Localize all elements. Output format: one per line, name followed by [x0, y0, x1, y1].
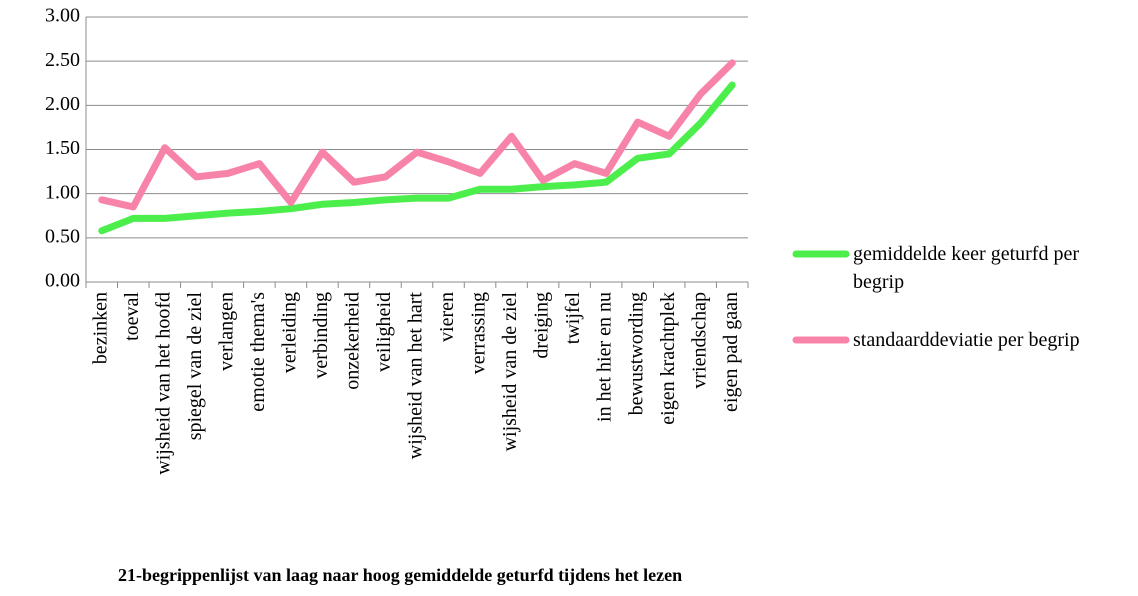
chart-title: 21-begrippenlijst van laag naar hoog gem… [118, 565, 683, 585]
x-tick-label: eigen pad gaan [720, 292, 742, 412]
x-tick-label: toeval [121, 292, 143, 341]
x-tick-label: verrassing [468, 292, 490, 374]
series-line [98, 59, 736, 211]
y-tick-label: 1.00 [45, 181, 80, 203]
x-tick-label: twijfel [562, 292, 584, 345]
x-tick-label: vriendschap [688, 292, 710, 389]
y-tick-label: 2.50 [45, 49, 80, 71]
x-tick-label: verleiding [278, 292, 300, 373]
y-tick-label: 2.00 [45, 93, 80, 115]
x-tick-label: emotie thema's [247, 292, 269, 412]
legend-label: gemiddelde keer geturfd per begrip [853, 243, 1080, 293]
series-line [98, 81, 736, 235]
y-tick-label: 1.50 [45, 137, 80, 159]
x-tick-label: bewustwording [625, 292, 647, 415]
x-tick-label: veiligheid [373, 292, 395, 372]
x-tick-label: spiegel van de ziel [184, 292, 206, 441]
y-tick-label: 3.00 [45, 5, 80, 27]
x-tick-label: wijsheid van de ziel [499, 292, 521, 452]
y-tick-label: 0.50 [45, 225, 80, 247]
x-tick-label: dreiging [531, 292, 553, 359]
x-tick-label: verbinding [310, 292, 332, 379]
x-tick-label: bezinken [89, 292, 111, 364]
x-tick-label: in het hier en nu [594, 292, 616, 422]
x-tick-label: onzekerheid [342, 292, 364, 390]
x-tick-label: eigen krachtplek [657, 292, 679, 425]
x-tick-label: vieren [436, 292, 458, 342]
x-tick-label: wijsheid van het hart [405, 292, 427, 460]
x-tick-label: verlangen [215, 292, 237, 371]
x-tick-label: wijsheid van het hoofd [152, 292, 174, 475]
legend-label: standaarddeviatie per begrip [853, 329, 1080, 351]
y-tick-label: 0.00 [45, 270, 80, 292]
